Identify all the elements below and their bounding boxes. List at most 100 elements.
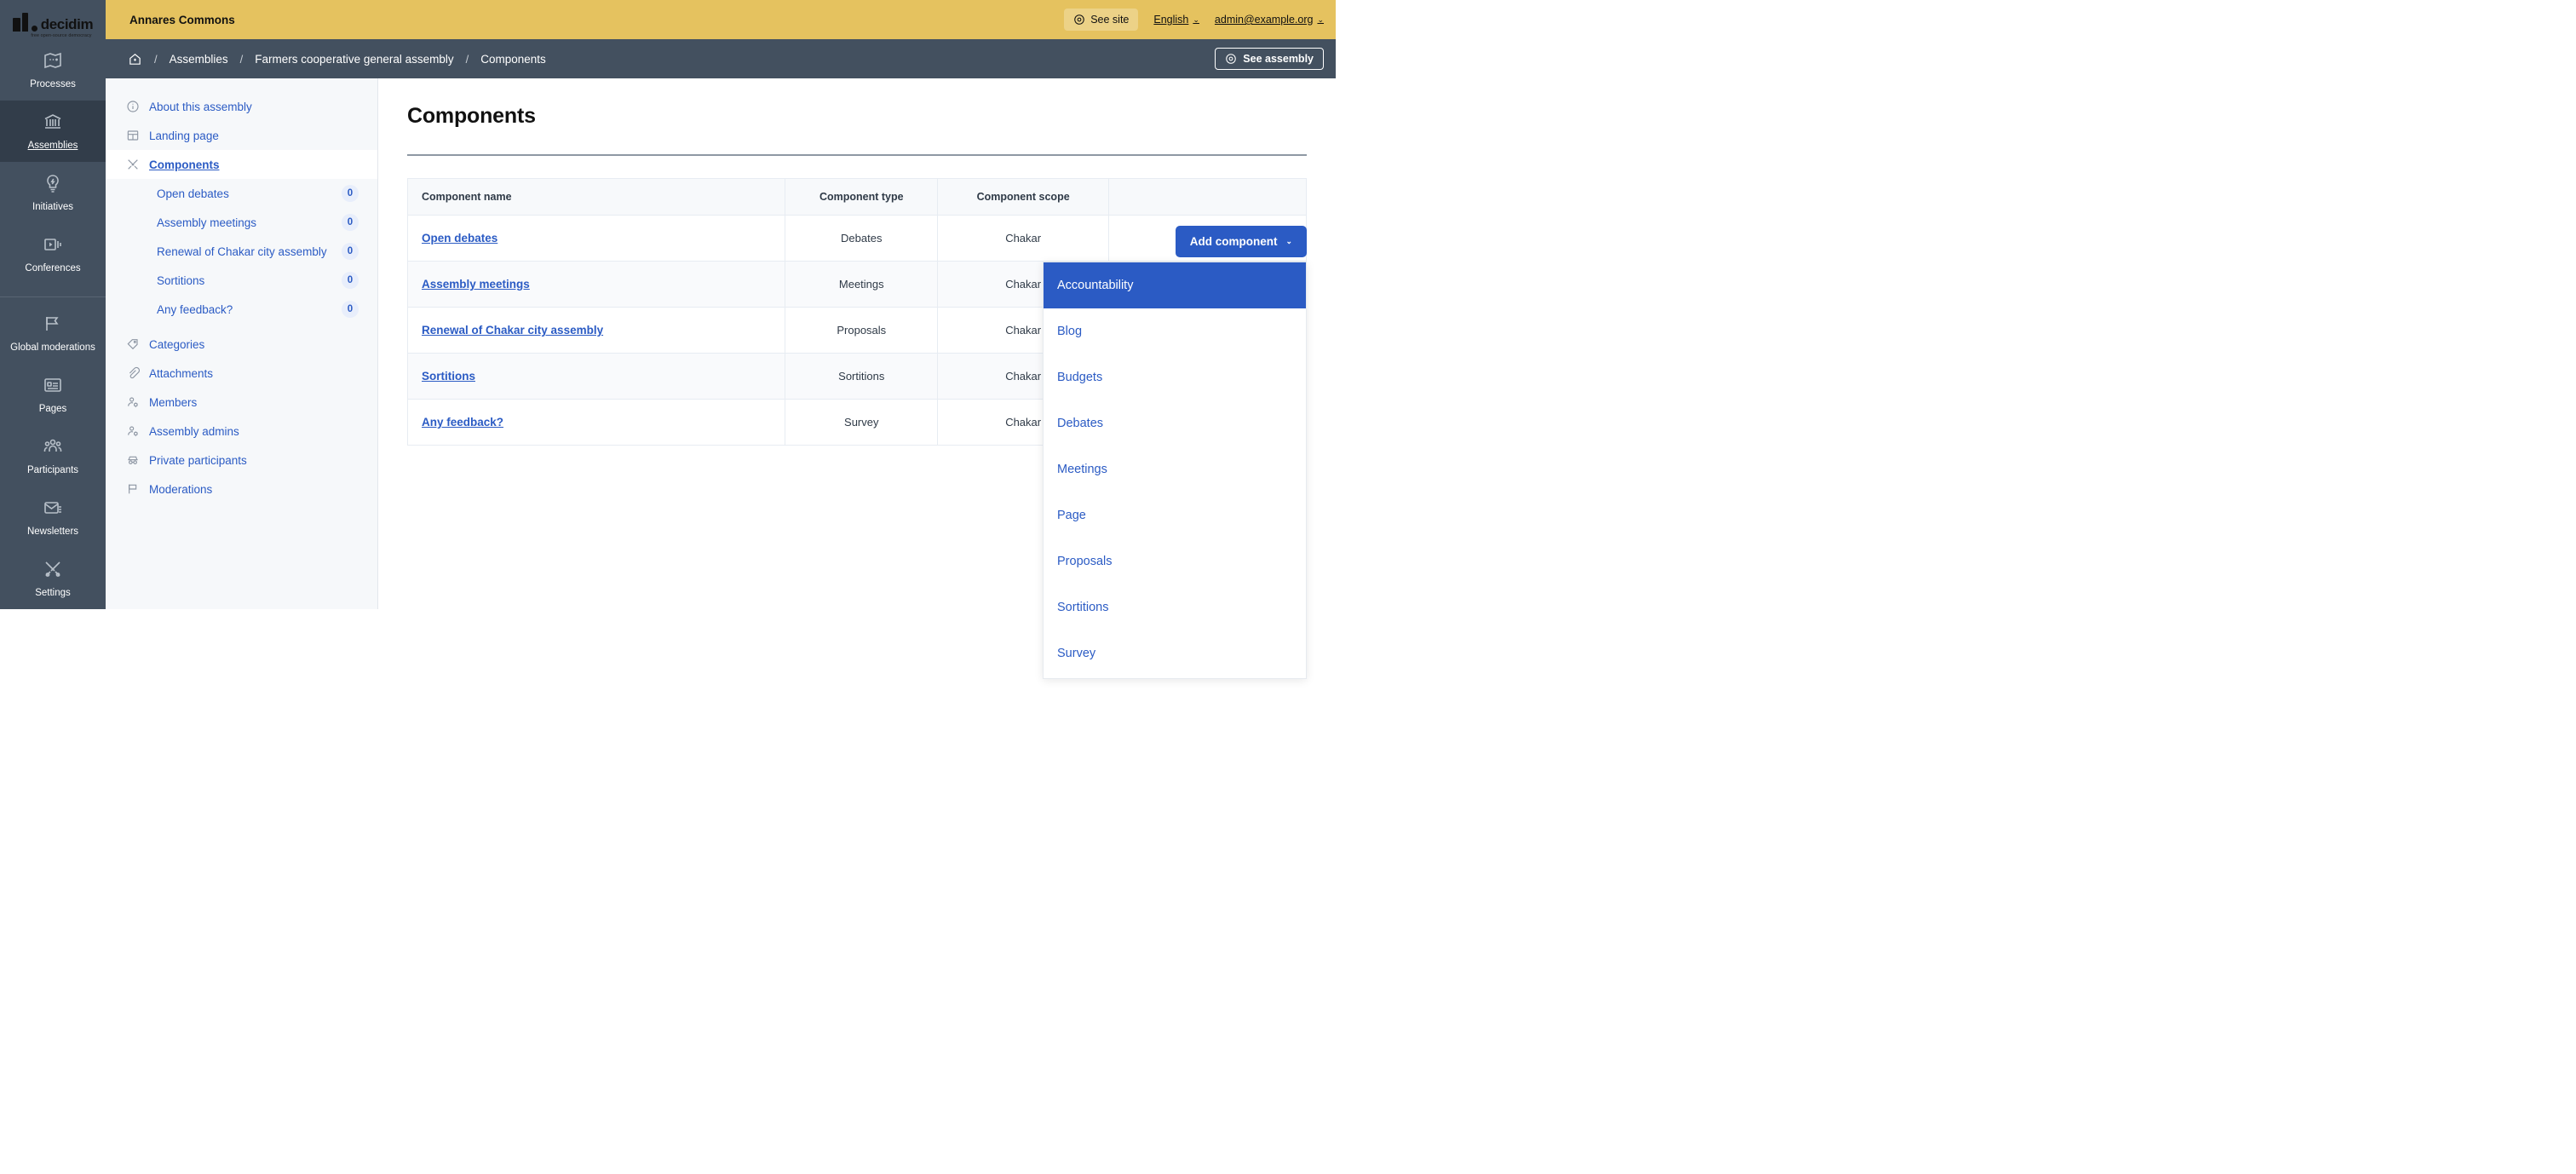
dropdown-option-blog[interactable]: Blog [1057,325,1083,338]
sidebar-item-label: Global moderations [10,342,95,353]
subnav-item-private-participants[interactable]: Private participants [106,446,377,475]
page-title: Components [407,104,536,128]
cell-component-type: Meetings [785,261,939,308]
cell-component-type: Proposals [785,307,939,354]
subnav-child-label: Assembly meetings [157,216,257,229]
dropdown-option-debates[interactable]: Debates [1057,417,1104,430]
subnav-child-sortitions[interactable]: Sortitions 0 [106,266,377,295]
breadcrumb-separator: / [239,52,244,66]
dropdown-option-proposals[interactable]: Proposals [1057,555,1113,568]
header-divider [407,154,1307,156]
components-panel: Components Component name Component type… [378,78,1336,609]
breadcrumb-item-assembly[interactable]: Farmers cooperative general assembly [255,52,454,66]
dropdown-option-survey[interactable]: Survey [1057,647,1096,660]
cell-component-name: Open debates [406,215,786,262]
add-component-button[interactable]: Add component ⌄ [1175,226,1307,257]
column-header-component-type[interactable]: Component type [785,178,939,216]
primary-sidebar: decidim free open-source democracy Proce… [0,0,106,609]
subnav-item-moderations[interactable]: Moderations [106,475,377,504]
subnav-item-members[interactable]: Members [106,388,377,417]
sidebar-item-label: Processes [30,79,76,89]
subnav-child-assembly-meetings[interactable]: Assembly meetings 0 [106,208,377,237]
sidebar-item-assemblies[interactable]: Assemblies [0,101,106,162]
content-area: About this assembly Landing page [106,78,1336,609]
subnav-item-assembly-admins[interactable]: Assembly admins [106,417,377,446]
dropdown-option-budgets[interactable]: Budgets [1057,371,1103,384]
subnav-child-count: 0 [342,272,359,289]
subnav-item-landing-page[interactable]: Landing page [106,121,377,150]
see-assembly-button[interactable]: See assembly [1215,48,1324,70]
cell-component-name: Sortitions [406,353,786,400]
main-region: Annares Commons See site English ⌄ admin… [106,0,1336,609]
dropdown-option-page[interactable]: Page [1057,509,1086,522]
mail-icon [43,498,63,518]
subnav-spacer [106,324,377,330]
subnav-child-count: 0 [342,243,359,260]
home-icon[interactable] [128,52,142,66]
component-link-sortitions[interactable]: Sortitions [422,370,475,383]
sidebar-item-global-moderations[interactable]: Global moderations [0,302,106,364]
group-icon [43,436,63,457]
subnav-item-attachments[interactable]: Attachments [106,359,377,388]
app-root: decidim free open-source democracy Proce… [0,0,1336,609]
tag-icon [126,337,140,351]
logo-tagline: free open-source democracy [31,33,92,38]
breadcrumb-bar: / Assemblies / Farmers cooperative gener… [106,39,1336,78]
sidebar-item-settings[interactable]: Settings [0,548,106,609]
flag-icon [43,314,63,334]
table-head: Component name Component type Component … [406,178,1308,216]
component-link-assembly-meetings[interactable]: Assembly meetings [422,278,530,291]
sidebar-item-participants[interactable]: Participants [0,425,106,486]
breadcrumb-separator: / [465,52,469,66]
dropdown-option-sortitions[interactable]: Sortitions [1057,601,1109,614]
sidebar-divider [0,296,106,297]
subnav-child-renewal-of-chakar-city-assembly[interactable]: Renewal of Chakar city assembly 0 [106,237,377,266]
subnav-item-label: Private participants [149,453,247,467]
component-link-renewal-of-chakar-city-assembly[interactable]: Renewal of Chakar city assembly [422,324,604,337]
cell-component-type: Sortitions [785,353,939,400]
incognito-icon [126,453,140,467]
column-header-component-scope[interactable]: Component scope [937,178,1109,216]
add-component-dropdown: Accountability Blog Budgets Debates Meet… [1043,262,1307,679]
sidebar-item-newsletters[interactable]: Newsletters [0,486,106,548]
panel-header: Components [407,104,1307,129]
eye-icon [1073,14,1085,26]
sidebar-item-processes[interactable]: Processes [0,39,106,101]
breadcrumb: / Assemblies / Farmers cooperative gener… [128,52,546,66]
see-site-button[interactable]: See site [1064,9,1139,31]
dropdown-option-meetings[interactable]: Meetings [1057,463,1107,476]
component-link-open-debates[interactable]: Open debates [422,232,498,245]
subnav-item-categories[interactable]: Categories [106,330,377,359]
cell-component-name: Renewal of Chakar city assembly [406,307,786,354]
language-selector[interactable]: English ⌄ [1153,14,1199,26]
cell-component-name: Any feedback? [406,399,786,446]
component-link-any-feedback[interactable]: Any feedback? [422,416,504,429]
subnav-item-about-this-assembly[interactable]: About this assembly [106,92,377,121]
subnav-child-open-debates[interactable]: Open debates 0 [106,179,377,208]
organization-title: Annares Commons [129,13,235,26]
user-account-menu[interactable]: admin@example.org ⌄ [1215,14,1324,26]
sidebar-item-pages[interactable]: Pages [0,364,106,425]
subnav-child-any-feedback[interactable]: Any feedback? 0 [106,295,377,324]
lightbulb-icon [43,173,63,193]
table-header-row: Component name Component type Component … [406,178,1308,216]
info-icon [126,100,140,113]
sidebar-item-label: Conferences [25,263,81,273]
sidebar-item-label: Initiatives [32,202,73,212]
subnav-item-label: About this assembly [149,100,252,113]
chevron-down-icon: ⌄ [1317,14,1324,24]
column-header-component-name[interactable]: Component name [406,178,786,216]
sidebar-item-conferences[interactable]: Conferences [0,223,106,285]
dropdown-option-accountability[interactable]: Accountability [1044,262,1306,308]
table-row: Open debates Debates Chakar [406,215,1308,262]
subnav-item-components[interactable]: Components [106,150,377,179]
breadcrumb-item-assemblies[interactable]: Assemblies [169,52,228,66]
subnav-child-label: Sortitions [157,273,205,287]
cell-component-type: Debates [785,215,939,262]
subnav-child-label: Open debates [157,187,229,200]
sidebar-item-label: Assemblies [27,141,78,151]
sidebar-item-initiatives[interactable]: Initiatives [0,162,106,223]
user-settings-icon [126,395,140,409]
add-component-label: Add component [1189,235,1278,248]
subnav-child-count: 0 [342,214,359,231]
